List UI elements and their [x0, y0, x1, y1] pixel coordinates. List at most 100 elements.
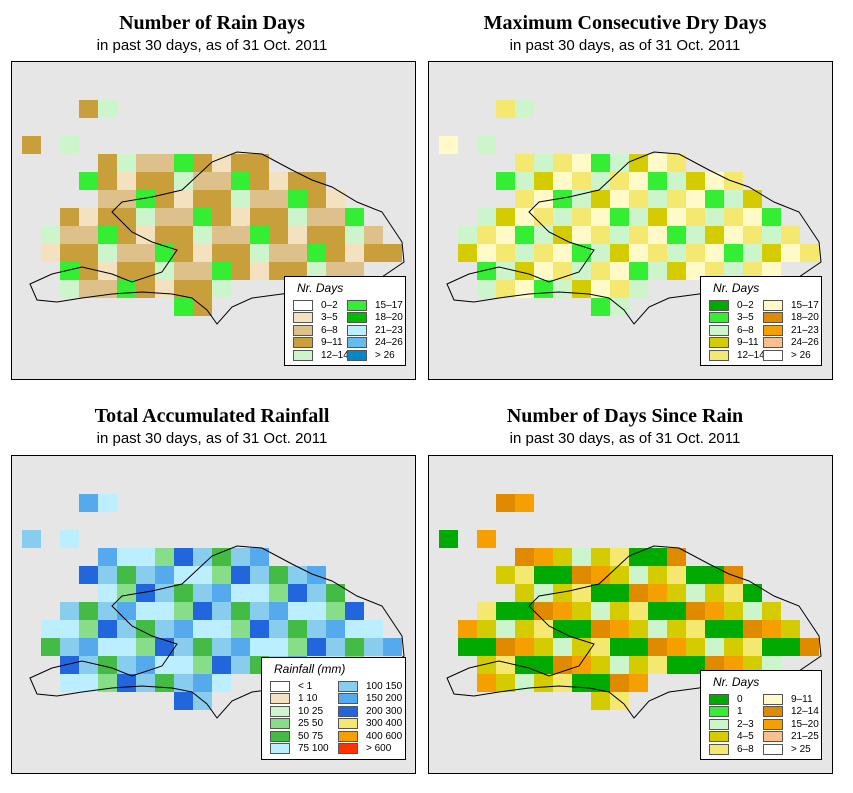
grid-cell	[79, 208, 98, 226]
grid-cell	[174, 638, 193, 656]
legend-swatch	[709, 731, 729, 742]
grid-cell	[762, 262, 781, 280]
grid-cell	[193, 190, 212, 208]
grid-cell	[686, 262, 705, 280]
grid-cell	[629, 262, 648, 280]
legend-item: 18–20	[347, 312, 403, 324]
grid-cell	[345, 244, 364, 262]
grid-cell	[610, 190, 629, 208]
grid-cell	[648, 602, 667, 620]
grid-cell	[174, 620, 193, 638]
grid-cell	[553, 584, 572, 602]
grid-cell	[60, 208, 79, 226]
grid-cell	[705, 190, 724, 208]
grid-cell	[743, 208, 762, 226]
grid-cell	[250, 584, 269, 602]
grid-cell	[193, 244, 212, 262]
grid-cell	[98, 584, 117, 602]
grid-cell	[591, 154, 610, 172]
legend-swatch	[763, 299, 783, 311]
grid-cell	[591, 298, 610, 316]
legend-label: 21–23	[791, 324, 819, 336]
grid-cell	[136, 172, 155, 190]
grid-cell	[686, 620, 705, 638]
grid-cell	[174, 674, 193, 692]
grid-cell	[193, 584, 212, 602]
grid-cell	[155, 602, 174, 620]
map-grid	[22, 100, 405, 325]
grid-cell	[22, 136, 41, 154]
legend-item: 50 75	[270, 730, 323, 742]
grid-cell	[288, 172, 307, 190]
legend-item: 24–26	[763, 337, 819, 349]
legend-item: 150 200	[338, 693, 402, 705]
legend-label: 18–20	[791, 312, 819, 323]
legend-item: 15–20	[763, 718, 819, 730]
grid-cell	[515, 154, 534, 172]
grid-cell	[572, 656, 591, 674]
legend-item: 3–5	[293, 312, 338, 324]
grid-cell	[60, 280, 79, 298]
legend-item: 9–11	[763, 693, 813, 705]
grid-cell	[250, 208, 269, 226]
grid-cell	[174, 190, 193, 208]
legend-swatch	[338, 718, 358, 729]
legend-label: 200 300	[366, 705, 403, 717]
legend-label: 6–8	[737, 743, 754, 755]
grid-cell	[686, 566, 705, 584]
legend-item: 4–5	[709, 731, 754, 743]
legend-item: 18–20	[763, 312, 819, 324]
grid-cell	[155, 548, 174, 566]
grid-cell	[79, 262, 98, 280]
legend-item: < 1	[270, 680, 312, 692]
grid-cell	[193, 674, 212, 692]
grid-cell	[212, 620, 231, 638]
legend-item: 21–23	[763, 324, 819, 336]
grid-cell	[686, 602, 705, 620]
grid-cell	[79, 100, 98, 118]
grid-cell	[724, 190, 743, 208]
legend-label: 3–5	[321, 312, 338, 323]
grid-cell	[98, 602, 117, 620]
grid-cell	[629, 172, 648, 190]
grid-cell	[477, 226, 496, 244]
legend-label: > 26	[375, 349, 395, 361]
grid-cell	[326, 620, 345, 638]
map-days-since-rain	[428, 455, 833, 774]
grid-cell	[193, 208, 212, 226]
grid-cell	[515, 226, 534, 244]
grid-cell	[98, 154, 117, 172]
legend-swatch	[709, 718, 729, 730]
grid-cell	[41, 244, 60, 262]
grid-cell	[231, 620, 250, 638]
grid-cell	[98, 190, 117, 208]
legend-item: 25 50	[270, 718, 323, 730]
legend-swatch	[347, 312, 367, 323]
grid-cell	[155, 674, 174, 692]
grid-cell	[231, 226, 250, 244]
grid-cell	[515, 494, 534, 512]
grid-cell	[212, 190, 231, 208]
grid-cell	[174, 280, 193, 298]
grid-cell	[591, 262, 610, 280]
legend-item: 10 25	[270, 705, 323, 717]
grid-cell	[667, 226, 686, 244]
grid-cell	[269, 638, 288, 656]
legend-rain-days: Nr. Days 0–2 3–5 6–8 9–11 12–14 15–17 18–20 21–…	[284, 276, 406, 366]
grid-cell	[193, 154, 212, 172]
grid-cell	[629, 602, 648, 620]
coastline	[446, 545, 822, 719]
grid-cell	[648, 154, 667, 172]
panel-subtitle: in past 30 days, as of 31 Oct. 2011	[509, 430, 741, 447]
grid-cell	[174, 656, 193, 674]
legend-swatch	[293, 349, 313, 361]
grid-cell	[155, 172, 174, 190]
grid-cell	[762, 620, 781, 638]
grid-cell	[326, 190, 345, 208]
grid-cell	[705, 262, 724, 280]
grid-cell	[534, 674, 553, 692]
grid-cell	[629, 226, 648, 244]
grid-cell	[136, 566, 155, 584]
grid-cell	[117, 280, 136, 298]
